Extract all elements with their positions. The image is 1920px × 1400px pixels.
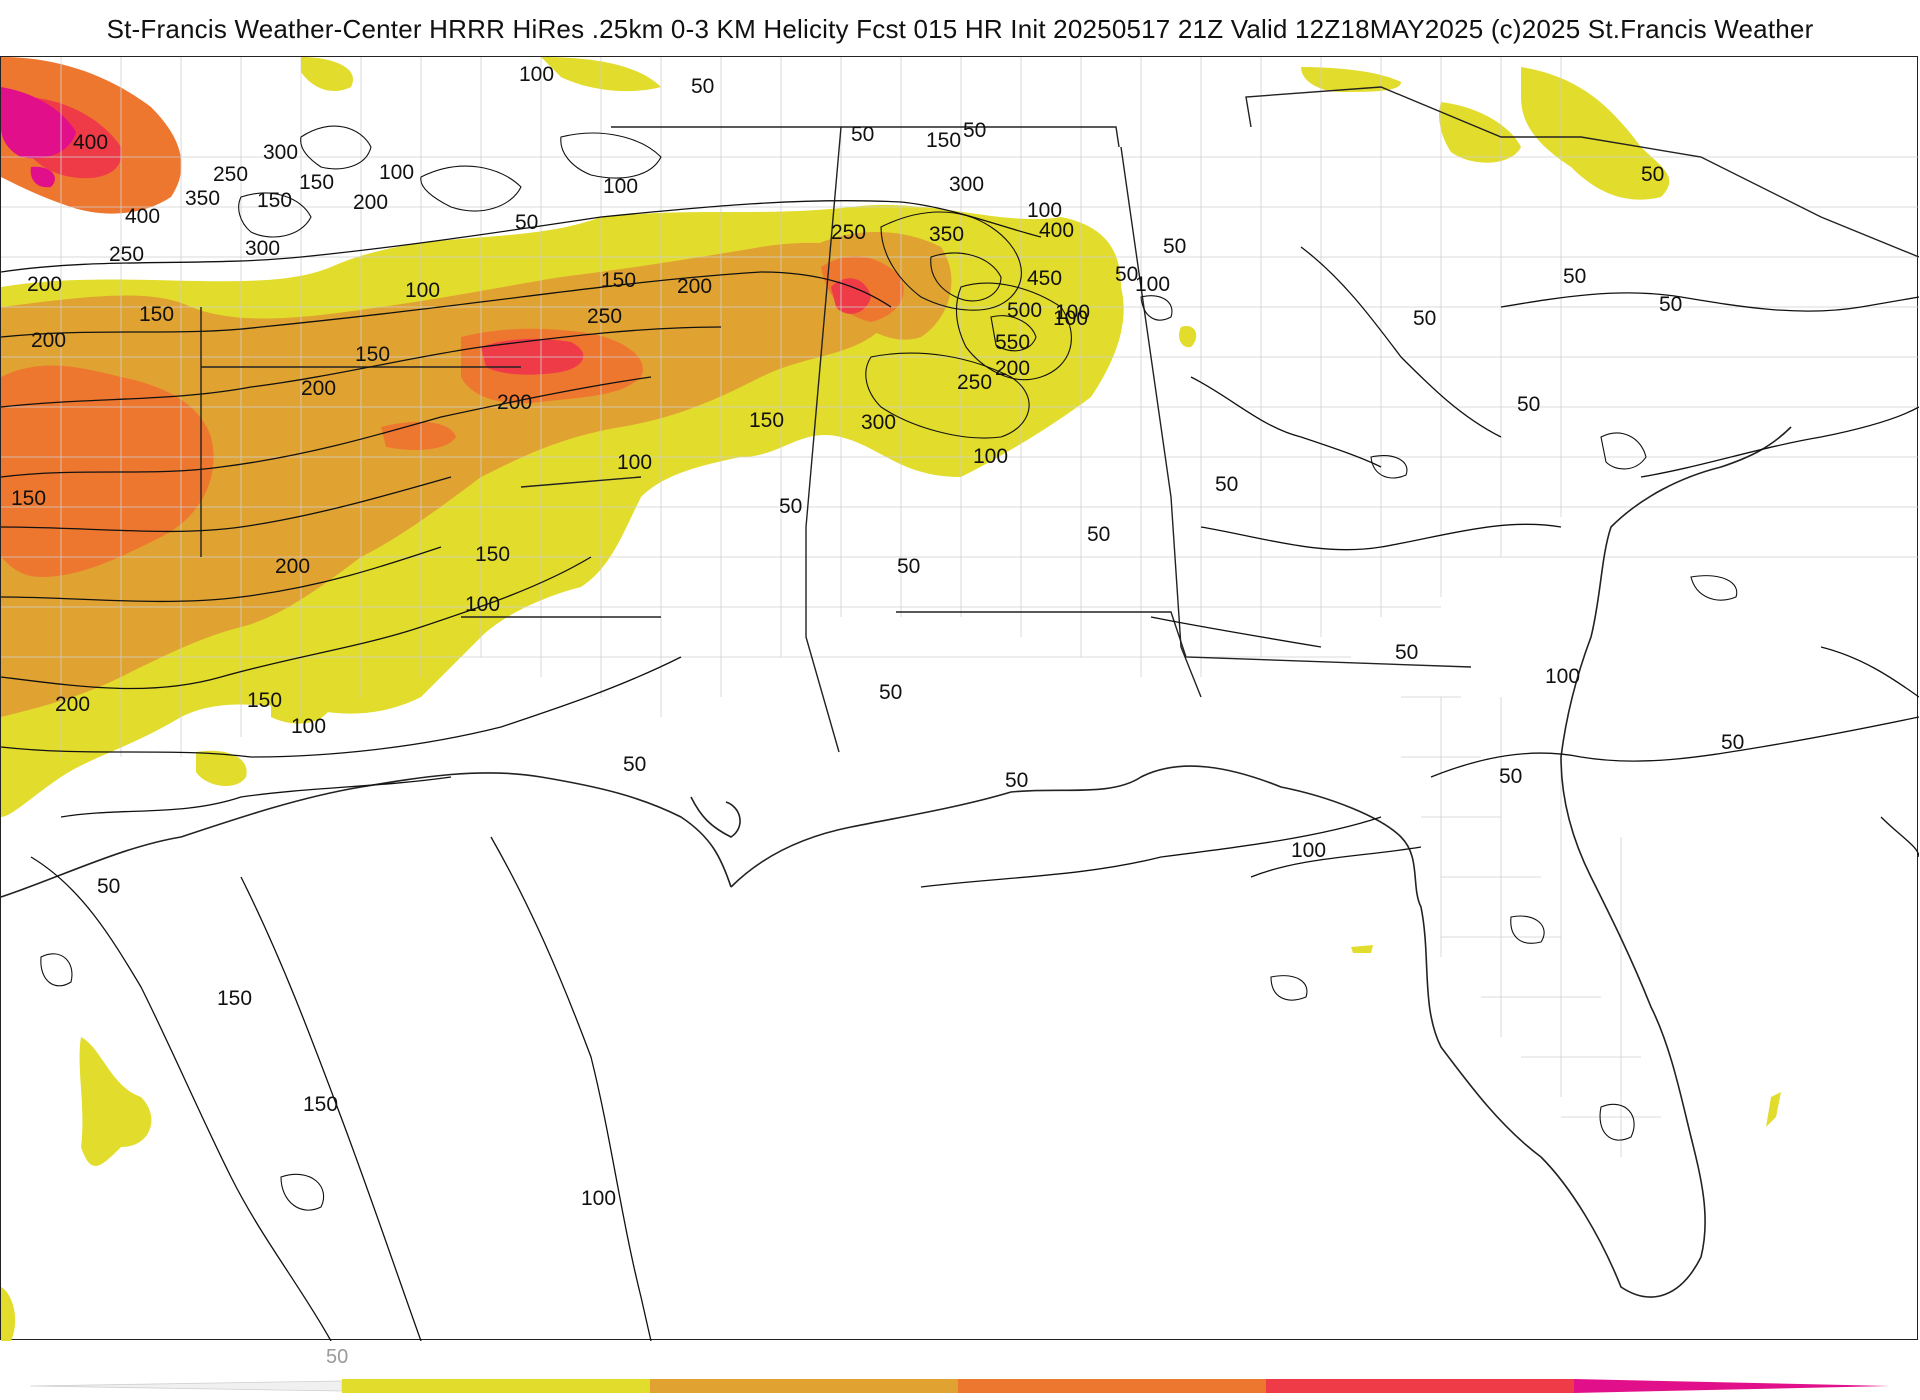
county-lines — [1, 57, 1919, 1157]
contour-label: 350 — [929, 223, 964, 246]
contour-label: 50 — [779, 495, 802, 518]
coastline — [1, 426, 1792, 1298]
contour-label: 200 — [677, 275, 712, 298]
map-area: 100 50 50 50 150 50 400 300 250 350 150 … — [0, 56, 1919, 1341]
contour-label: 50 — [1215, 473, 1238, 496]
contour-label: 50 — [1163, 235, 1186, 258]
contour-label: 100 — [1135, 273, 1170, 296]
contour-label: 200 — [275, 555, 310, 578]
contour-label: 50 — [879, 681, 902, 704]
legend-tick-label: 50 — [326, 1346, 349, 1368]
legend-color-bar — [30, 1379, 1890, 1393]
contour-label: 200 — [55, 693, 90, 716]
legend-swatch — [342, 1379, 650, 1393]
contour-label: 150 — [926, 129, 961, 152]
contour-label: 250 — [109, 243, 144, 266]
contour-label: 250 — [831, 221, 866, 244]
contour-label: 250 — [587, 305, 622, 328]
contour-label: 50 — [97, 875, 120, 898]
contour-label: 150 — [749, 409, 784, 432]
contour-label: 150 — [303, 1093, 338, 1116]
contour-label: 100 — [519, 63, 554, 86]
map-title: St-Francis Weather-Center HRRR HiRes .25… — [106, 14, 1814, 44]
contour-label: 400 — [73, 131, 108, 154]
contour-label: 300 — [245, 237, 280, 260]
contour-label: 100 — [1055, 301, 1090, 324]
contour-label: 100 — [617, 451, 652, 474]
contour-label: 500 — [1007, 299, 1042, 322]
contour-label: 200 — [995, 357, 1030, 380]
contour-label: 50 — [1641, 163, 1664, 186]
legend-left-arrow — [30, 1380, 343, 1392]
contour-label: 100 — [379, 161, 414, 184]
contour-cluster — [40, 125, 1738, 1211]
contour-label: 50 — [1499, 765, 1522, 788]
contour-label: 50 — [1659, 293, 1682, 316]
contour-label: 400 — [1039, 219, 1074, 242]
contour-label: 50 — [1115, 263, 1138, 286]
contour-label: 100 — [1027, 199, 1062, 222]
contour-label: 50 — [1413, 307, 1436, 330]
contour-label: 200 — [31, 329, 66, 352]
contour-label: 100 — [973, 445, 1008, 468]
contour-label: 50 — [691, 75, 714, 98]
contour-label: 150 — [247, 689, 282, 712]
contour-label: 50 — [1517, 393, 1540, 416]
contour-label: 100 — [603, 175, 638, 198]
contour-label: 150 — [139, 303, 174, 326]
contour-label: 200 — [301, 377, 336, 400]
contour-label: 150 — [355, 343, 390, 366]
legend-swatch — [958, 1379, 1266, 1393]
contour-label: 200 — [353, 191, 388, 214]
helicity-fill-magenta — [1, 87, 76, 188]
contour-label: 250 — [213, 163, 248, 186]
contour-label: 50 — [1563, 265, 1586, 288]
contour-label: 200 — [497, 391, 532, 414]
contour-label: 250 — [957, 371, 992, 394]
contour-label: 150 — [475, 543, 510, 566]
contour-label: 100 — [1545, 665, 1580, 688]
contour-label: 50 — [897, 555, 920, 578]
contour-label: 50 — [623, 753, 646, 776]
legend-swatch — [1266, 1379, 1574, 1393]
contour-label: 150 — [11, 487, 46, 510]
contour-label: 400 — [125, 205, 160, 228]
contour-label: 200 — [27, 273, 62, 296]
contour-label: 300 — [263, 141, 298, 164]
contour-label: 100 — [581, 1187, 616, 1210]
contour-label: 100 — [291, 715, 326, 738]
contour-label: 50 — [851, 123, 874, 146]
legend-swatch — [650, 1379, 958, 1393]
contour-label: 150 — [217, 987, 252, 1010]
contour-label: 150 — [257, 189, 292, 212]
contour-label: 350 — [185, 187, 220, 210]
contour-label: 150 — [601, 269, 636, 292]
contour-label: 100 — [1053, 307, 1088, 330]
contour-label: 100 — [405, 279, 440, 302]
contour-label-group: 100 50 50 50 150 50 400 300 250 350 150 … — [11, 63, 1744, 1210]
color-legend: 50 — [0, 1340, 1920, 1400]
contour-label: 150 — [299, 171, 334, 194]
contour-label: 50 — [1721, 731, 1744, 754]
state-borders — [200, 86, 1919, 753]
helicity-contours — [1, 200, 1919, 1341]
contour-label: 300 — [949, 173, 984, 196]
contour-label: 100 — [465, 593, 500, 616]
contour-label: 50 — [1087, 523, 1110, 546]
legend-swatch — [1574, 1379, 1890, 1393]
contour-label: 50 — [515, 211, 538, 234]
contour-label: 50 — [963, 119, 986, 142]
contour-label: 550 — [995, 331, 1030, 354]
contour-label: 300 — [861, 411, 896, 434]
contour-label: 50 — [1005, 769, 1028, 792]
contour-label: 50 — [1395, 641, 1418, 664]
contour-label: 450 — [1027, 267, 1062, 290]
contour-label: 100 — [1291, 839, 1326, 862]
